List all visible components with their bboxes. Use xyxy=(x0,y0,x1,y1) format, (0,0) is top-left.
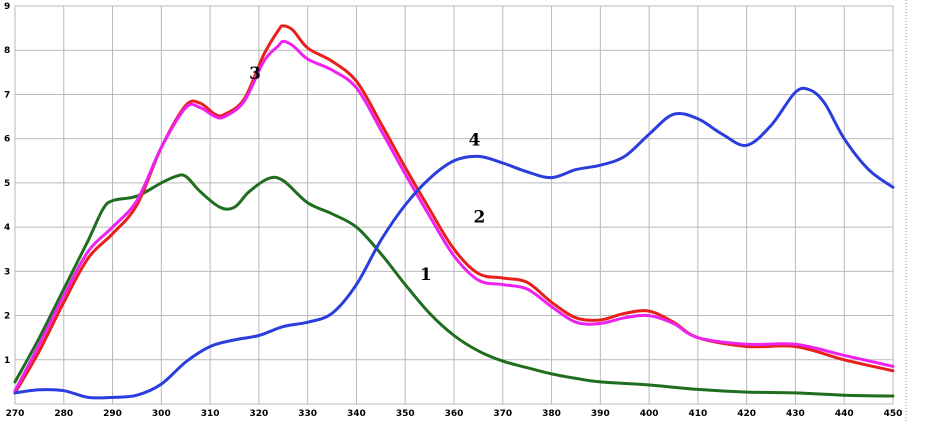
x-tick-label: 450 xyxy=(884,409,903,419)
x-tick-label: 390 xyxy=(591,409,610,419)
x-tick-label: 400 xyxy=(640,409,659,419)
curve-label-3: 3 xyxy=(249,64,261,84)
x-tick-label: 410 xyxy=(688,409,707,419)
y-tick-label: 5 xyxy=(4,179,10,189)
x-tick-label: 380 xyxy=(542,409,561,419)
y-tick-label: 9 xyxy=(4,2,10,12)
x-axis-ticks: 270 280 290 300 310 320 330 340 350 360 370 380 390 4… xyxy=(6,409,903,419)
y-tick-label: 6 xyxy=(4,135,10,145)
y-tick-label: 3 xyxy=(4,267,10,277)
x-tick-label: 420 xyxy=(737,409,756,419)
series-line-4 xyxy=(13,86,895,400)
x-tick-label: 280 xyxy=(54,409,73,419)
x-tick-label: 430 xyxy=(786,409,805,419)
x-tick-label: 310 xyxy=(201,409,220,419)
curve-label-2: 2 xyxy=(474,208,486,228)
x-tick-label: 270 xyxy=(6,409,25,419)
series-line-3 xyxy=(13,39,895,393)
curve-labels: 1 2 3 4 xyxy=(249,64,485,285)
x-tick-label: 320 xyxy=(249,409,268,419)
series-layer xyxy=(13,24,895,400)
y-tick-label: 1 xyxy=(4,356,10,366)
y-tick-label: 8 xyxy=(4,46,10,56)
y-tick-label: 4 xyxy=(4,223,10,233)
x-tick-label: 290 xyxy=(103,409,122,419)
series-line-1 xyxy=(13,173,895,398)
x-tick-label: 300 xyxy=(152,409,171,419)
side-dotted-divider xyxy=(905,0,907,422)
x-tick-label: 340 xyxy=(347,409,366,419)
curve-label-1: 1 xyxy=(420,265,432,285)
y-tick-label: 7 xyxy=(4,90,10,100)
curve-label-4: 4 xyxy=(469,130,481,150)
x-tick-label: 370 xyxy=(493,409,512,419)
x-tick-label: 440 xyxy=(835,409,854,419)
y-tick-label: 2 xyxy=(4,312,10,322)
x-tick-label: 360 xyxy=(445,409,464,419)
x-tick-label: 330 xyxy=(298,409,317,419)
y-axis-ticks: 1 2 3 4 5 6 7 8 9 xyxy=(4,2,10,366)
x-tick-label: 350 xyxy=(396,409,415,419)
